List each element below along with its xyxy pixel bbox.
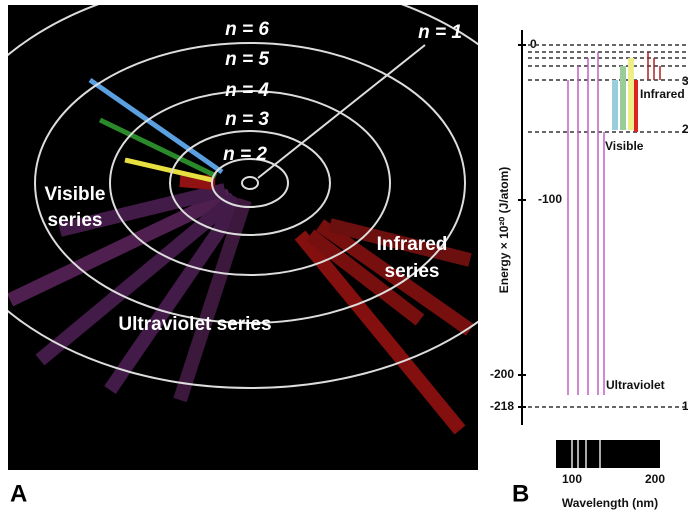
visible-transition	[620, 66, 626, 130]
panel-label: A	[10, 480, 27, 507]
orbit-label: n = 4	[225, 80, 269, 101]
series-label: Ultraviolet series	[118, 314, 271, 335]
orbit-label: n = 1	[418, 22, 462, 43]
wavelength-tick-label: 100	[562, 472, 582, 486]
visible-transition	[634, 80, 638, 132]
energy-tick-label: -218	[490, 399, 514, 413]
series-label: Infrared	[377, 234, 448, 255]
panel-b: 0 -100 -200 -218 Energy × 10²⁰ (J/atom) …	[490, 30, 688, 510]
orbit-label: n = 6	[225, 19, 269, 40]
series-label: Infrared	[640, 87, 685, 101]
wavelength-axis-title: Wavelength (nm)	[562, 496, 658, 510]
panel-a: n = 1 n = 2 n = 3 n = 4 n = 5 n = 6 Visi…	[0, 0, 560, 470]
energy-tick-label: 0	[530, 37, 537, 51]
energy-axis-title: Energy × 10²⁰ (J/atom)	[497, 167, 511, 294]
level-label: 3	[682, 74, 688, 88]
orbit-label: n = 5	[225, 49, 269, 70]
visible-transition	[612, 80, 618, 130]
level-label: 2	[682, 122, 688, 136]
series-label: series	[48, 210, 103, 231]
visible-transition	[628, 58, 634, 130]
energy-tick-label: -100	[538, 192, 562, 206]
panel-label: B	[512, 480, 529, 507]
series-label: series	[385, 261, 440, 282]
series-label: Visible	[45, 184, 106, 205]
series-label: Ultraviolet	[606, 378, 665, 392]
orbit-label: n = 2	[223, 144, 267, 165]
energy-tick-label: -200	[490, 367, 514, 381]
level-label: 1	[682, 399, 688, 413]
wavelength-tick-label: 200	[645, 472, 665, 486]
figure: n = 1 n = 2 n = 3 n = 4 n = 5 n = 6 Visi…	[0, 0, 688, 528]
series-label: Visible	[605, 139, 644, 153]
orbit-label: n = 3	[225, 109, 269, 130]
ultraviolet-transitions	[568, 52, 604, 395]
